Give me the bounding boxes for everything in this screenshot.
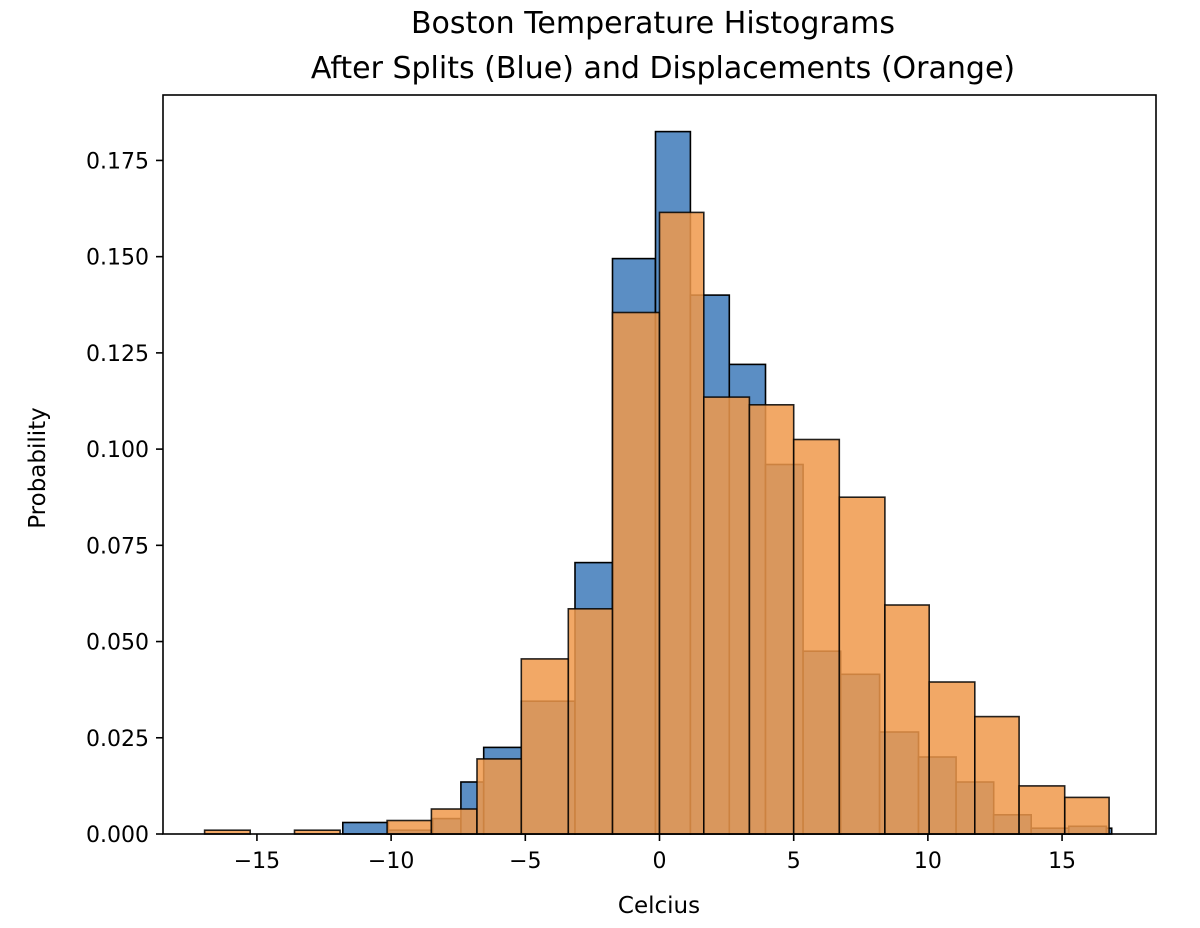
orange-bar-13 [884, 604, 931, 835]
y-tick-label: 0.100 [86, 438, 149, 463]
x-tick-label: 10 [914, 849, 942, 874]
orange-bar-11 [792, 438, 841, 835]
orange-bar-5 [520, 658, 570, 835]
orange-bar-6 [567, 607, 614, 835]
orange-bar-17 [1064, 796, 1110, 835]
x-tick-label: −5 [509, 849, 541, 874]
orange-bar-14 [928, 681, 976, 835]
orange-bar-9 [702, 396, 751, 835]
orange-bar-15 [973, 715, 1020, 835]
x-tick-label: 5 [787, 849, 801, 874]
orange-bar-2 [386, 819, 433, 835]
orange-bar-12 [838, 496, 886, 835]
x-tick-label: 15 [1048, 849, 1076, 874]
y-axis-ticks: 0.000 0.025 0.050 0.075 0.100 0.125 0.150 0.175 [86, 149, 163, 848]
orange-bar-3 [430, 808, 478, 835]
y-tick-label: 0.125 [86, 342, 149, 367]
y-tick-label: 0.000 [86, 823, 149, 848]
y-tick-label: 0.175 [86, 149, 149, 174]
y-tick-label: 0.075 [86, 534, 149, 559]
blue-bar-0 [341, 821, 390, 835]
orange-bar-16 [1018, 785, 1066, 835]
orange-bar-4 [476, 758, 523, 835]
chart-title-line-1: Boston Temperature Histograms [411, 6, 895, 41]
x-axis-ticks: −15 −10 −5 0 5 10 15 [234, 834, 1076, 874]
chart-title-line-2: After Splits (Blue) and Displacements (O… [311, 51, 1015, 86]
x-tick-label: −15 [234, 849, 280, 874]
orange-bar-8 [658, 211, 705, 835]
y-axis-label: Probability [25, 407, 51, 529]
x-tick-label: 0 [653, 849, 667, 874]
x-tick-label: −10 [368, 849, 414, 874]
x-axis-label: Celcius [618, 893, 700, 919]
y-tick-label: 0.150 [86, 246, 149, 271]
y-tick-label: 0.025 [86, 727, 149, 752]
y-tick-label: 0.050 [86, 631, 149, 656]
orange-bar-10 [748, 403, 795, 835]
orange-bar-7 [611, 311, 661, 835]
